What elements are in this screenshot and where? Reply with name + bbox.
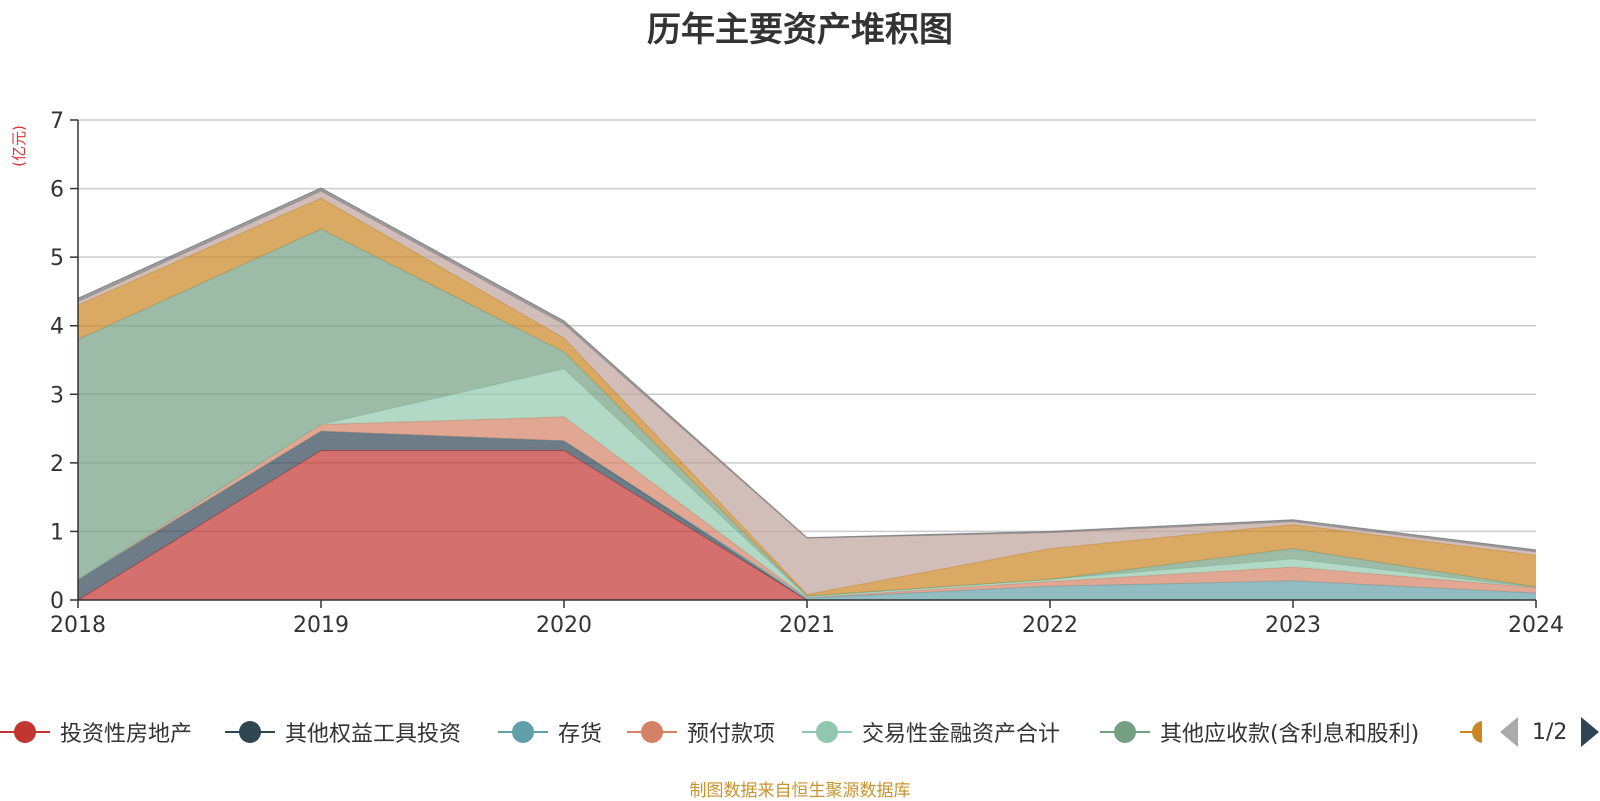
y-tick-label: 2 [50,452,64,477]
legend-item[interactable]: 存货 [498,712,602,752]
x-tick-label: 2020 [536,613,592,638]
x-tick-label: 2023 [1265,613,1321,638]
axis-layer: 0 1 2 3 4 5 6 7 2018 2019 2020 2021 2022 2023 2024 [50,109,1564,638]
area-series[interactable] [78,229,1536,597]
y-axis-unit-label: (亿元) [10,125,28,167]
y-tick-label: 7 [50,109,64,134]
y-tick-label: 5 [50,246,64,271]
y-tick-label: 0 [50,589,64,614]
legend-marker-icon [1460,712,1482,752]
legend-item-partial[interactable] [1460,712,1482,752]
area-series-line [77,187,1537,551]
area-series[interactable] [78,198,1536,596]
page-indicator: 1/2 [1532,719,1568,745]
legend: 投资性房地产 其他权益工具投资 存货 预付款项 交易性金融资产合计 其他应收款(… [0,712,1600,752]
chart-title: 历年主要资产堆积图 [647,10,953,50]
legend-label: 其他应收款(含利息和股利) [1160,722,1420,747]
legend-marker-icon [225,712,275,752]
legend-item[interactable]: 交易性金融资产合计 [802,712,1060,752]
x-tick-label: 2019 [293,613,349,638]
x-tick-label: 2024 [1508,613,1564,638]
legend-item[interactable]: 预付款项 [627,712,775,752]
legend-marker-icon [1100,712,1150,752]
x-tick-label: 2022 [1022,613,1078,638]
legend-pagination: 1/2 [1500,712,1600,752]
legend-label: 交易性金融资产合计 [862,722,1061,747]
legend-item[interactable]: 投资性房地产 [0,712,192,752]
x-tick-label: 2018 [50,613,106,638]
prev-page-icon[interactable] [1500,717,1518,747]
y-tick-label: 4 [50,315,64,340]
legend-label: 投资性房地产 [60,722,193,747]
legend-item[interactable]: 其他应收款(含利息和股利) [1100,712,1419,752]
legend-marker-icon [498,712,548,752]
area-series[interactable] [78,416,1536,598]
legend-label: 预付款项 [687,722,776,747]
y-tick-label: 1 [50,520,64,545]
legend-marker-icon [627,712,677,752]
legend-label: 存货 [558,722,603,747]
legend-marker-icon [802,712,852,752]
legend-item[interactable]: 其他权益工具投资 [225,712,461,752]
x-tick-label: 2021 [779,613,835,638]
area-series[interactable] [78,450,1536,601]
y-tick-label: 6 [50,178,64,203]
legend-label: 其他权益工具投资 [285,722,462,747]
next-page-icon[interactable] [1581,717,1600,747]
area-series[interactable] [78,368,1536,598]
source-note: 制图数据来自恒生聚源数据库 [689,781,911,801]
y-tick-label: 3 [50,383,64,408]
legend-marker-icon [0,712,50,752]
